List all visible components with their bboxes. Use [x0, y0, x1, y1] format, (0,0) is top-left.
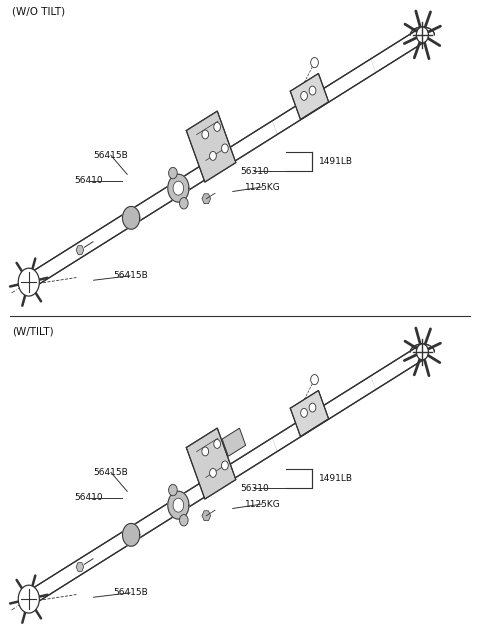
Circle shape	[222, 144, 228, 153]
Circle shape	[210, 469, 216, 477]
Text: 56415B: 56415B	[113, 588, 147, 597]
Polygon shape	[122, 524, 140, 547]
Polygon shape	[168, 174, 189, 202]
Circle shape	[214, 439, 220, 448]
Circle shape	[173, 498, 184, 512]
Circle shape	[18, 585, 39, 613]
Circle shape	[180, 515, 188, 526]
Text: 1491LB: 1491LB	[319, 157, 353, 166]
Circle shape	[168, 167, 177, 179]
Circle shape	[300, 408, 307, 417]
Polygon shape	[76, 562, 84, 571]
Text: (W/O TILT): (W/O TILT)	[12, 6, 65, 16]
Polygon shape	[222, 428, 246, 456]
Text: 56410: 56410	[74, 493, 103, 502]
Text: 1125KG: 1125KG	[245, 500, 280, 508]
Circle shape	[18, 268, 39, 296]
Text: 56415B: 56415B	[94, 151, 128, 160]
Circle shape	[416, 344, 428, 360]
Polygon shape	[202, 194, 211, 204]
Circle shape	[311, 375, 318, 385]
Circle shape	[214, 122, 220, 131]
Polygon shape	[122, 207, 140, 230]
Circle shape	[173, 181, 184, 195]
Polygon shape	[186, 428, 236, 499]
Text: 56310: 56310	[240, 167, 269, 176]
Polygon shape	[186, 111, 236, 182]
Text: 1125KG: 1125KG	[245, 183, 280, 191]
Circle shape	[300, 91, 307, 100]
Polygon shape	[202, 511, 211, 521]
Text: 56410: 56410	[74, 176, 103, 185]
Text: 56310: 56310	[240, 484, 269, 493]
Circle shape	[222, 461, 228, 470]
Circle shape	[309, 403, 316, 412]
Polygon shape	[76, 245, 84, 254]
Polygon shape	[26, 28, 425, 289]
Circle shape	[309, 86, 316, 95]
Circle shape	[168, 484, 177, 496]
Polygon shape	[290, 391, 329, 436]
Text: (W/TILT): (W/TILT)	[12, 327, 54, 337]
Circle shape	[202, 447, 209, 456]
Text: 56415B: 56415B	[94, 468, 128, 477]
Polygon shape	[26, 345, 425, 606]
Circle shape	[210, 152, 216, 160]
Text: 1491LB: 1491LB	[319, 474, 353, 483]
Circle shape	[202, 130, 209, 139]
Text: 56415B: 56415B	[113, 271, 147, 280]
Polygon shape	[168, 491, 189, 519]
Circle shape	[311, 58, 318, 68]
Polygon shape	[290, 74, 329, 119]
Circle shape	[416, 27, 428, 43]
Circle shape	[180, 198, 188, 209]
